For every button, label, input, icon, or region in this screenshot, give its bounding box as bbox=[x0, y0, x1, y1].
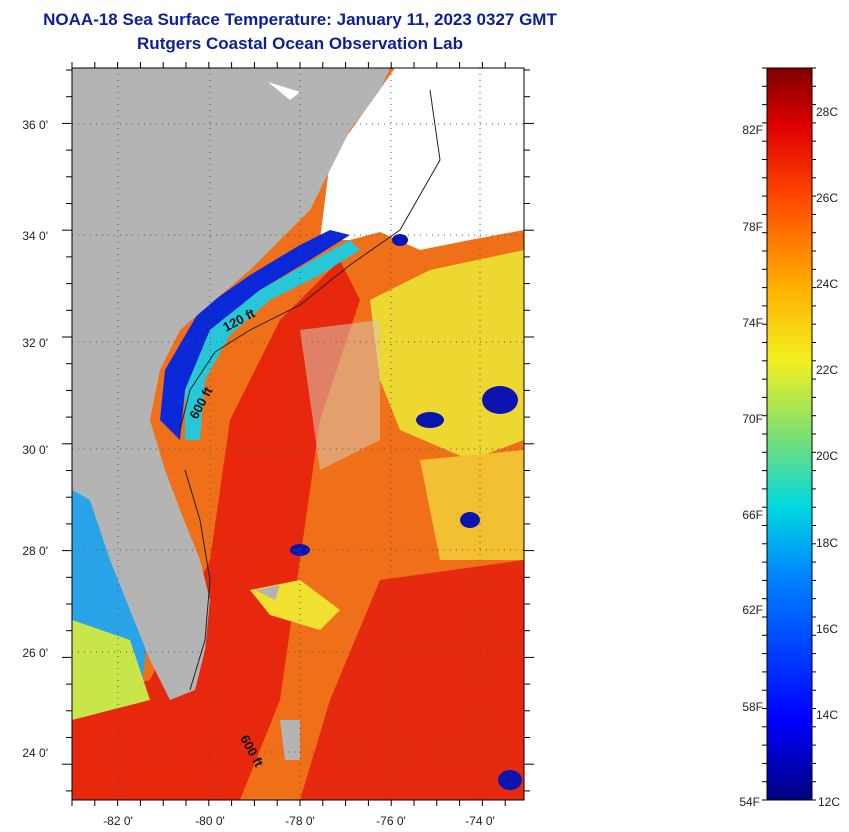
colorbar-f-label: 62F bbox=[742, 603, 763, 617]
colorbar-c-label: 28C bbox=[816, 105, 838, 119]
colorbar-c-label: 26C bbox=[816, 191, 838, 205]
colorbar-f-label: 70F bbox=[742, 412, 763, 426]
colorbar-f-label: 82F bbox=[742, 123, 763, 137]
lon-label: -78 0' bbox=[285, 814, 315, 828]
colorbar-c-label: 12C bbox=[818, 795, 840, 809]
colorbar-f-label: 66F bbox=[742, 508, 763, 522]
colorbar-f-label: 54F bbox=[739, 795, 760, 809]
lat-label: 30 0' bbox=[22, 443, 48, 457]
colorbar-c-label: 22C bbox=[816, 363, 838, 377]
lat-label: 34 0' bbox=[22, 229, 48, 243]
colorbar-f-label: 58F bbox=[742, 700, 763, 714]
colorbar-c-label: 16C bbox=[816, 622, 838, 636]
lat-label: 26 0' bbox=[22, 646, 48, 660]
colorbar-c-label: 20C bbox=[816, 449, 838, 463]
sst-map bbox=[72, 68, 524, 800]
colorbar-c-label: 14C bbox=[816, 708, 838, 722]
map-frame bbox=[71, 67, 525, 801]
map-subtitle: Rutgers Coastal Ocean Observation Lab bbox=[137, 34, 463, 53]
lat-label: 28 0' bbox=[22, 544, 48, 558]
lat-label: 32 0' bbox=[22, 336, 48, 350]
lon-label: -80 0' bbox=[195, 814, 225, 828]
colorbar bbox=[766, 67, 813, 801]
colorbar-f-label: 78F bbox=[742, 220, 763, 234]
lat-label: 36 0' bbox=[22, 118, 48, 132]
lat-label: 24 0' bbox=[22, 746, 48, 760]
colorbar-c-label: 18C bbox=[816, 536, 838, 550]
colorbar-f-label: 74F bbox=[742, 316, 763, 330]
lon-label: -76 0' bbox=[376, 814, 406, 828]
lon-label: -74 0' bbox=[465, 814, 495, 828]
cloud-region bbox=[320, 68, 524, 250]
land-mass bbox=[72, 68, 390, 700]
map-title: NOAA-18 Sea Surface Temperature: January… bbox=[43, 10, 557, 29]
lon-label: -82 0' bbox=[103, 814, 133, 828]
colorbar-c-label: 24C bbox=[816, 277, 838, 291]
